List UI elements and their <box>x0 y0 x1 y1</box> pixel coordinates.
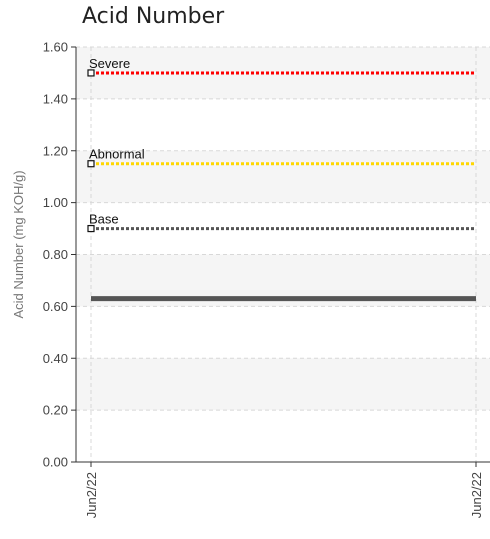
chart-title: Acid Number <box>82 4 225 29</box>
background-band <box>76 358 490 411</box>
reference-label: Abnormal <box>89 147 145 162</box>
x-tick-label: Jun2/22 <box>84 472 99 518</box>
reference-lines: Severe Abnormal Base <box>87 56 476 233</box>
y-tick-label: 0.60 <box>43 299 68 314</box>
background-band <box>76 150 490 203</box>
reference-label: Severe <box>89 56 130 71</box>
y-tick-label: 1.00 <box>43 195 68 210</box>
y-tick-label: 1.40 <box>43 91 68 106</box>
y-tick-label: 1.20 <box>43 143 68 158</box>
reference-label: Base <box>89 212 119 227</box>
x-axis-ticks: Jun2/22 Jun2/22 <box>84 462 484 518</box>
y-axis-ticks: 0.00 0.20 0.40 0.60 0.80 1.00 1.20 1.40 1.60 <box>43 40 76 470</box>
y-axis-label: Acid Number (mg KOH/g) <box>11 170 26 318</box>
y-tick-label: 0.20 <box>43 403 68 418</box>
y-tick-label: 0.40 <box>43 351 68 366</box>
x-tick-label: Jun2/22 <box>469 472 484 518</box>
y-tick-label: 0.00 <box>43 455 68 470</box>
reference-marker <box>87 69 95 77</box>
grid-lines <box>76 46 490 462</box>
y-tick-label: 1.60 <box>43 40 68 55</box>
y-tick-label: 0.80 <box>43 247 68 262</box>
reference-marker <box>87 160 95 168</box>
reference-marker <box>87 224 95 233</box>
